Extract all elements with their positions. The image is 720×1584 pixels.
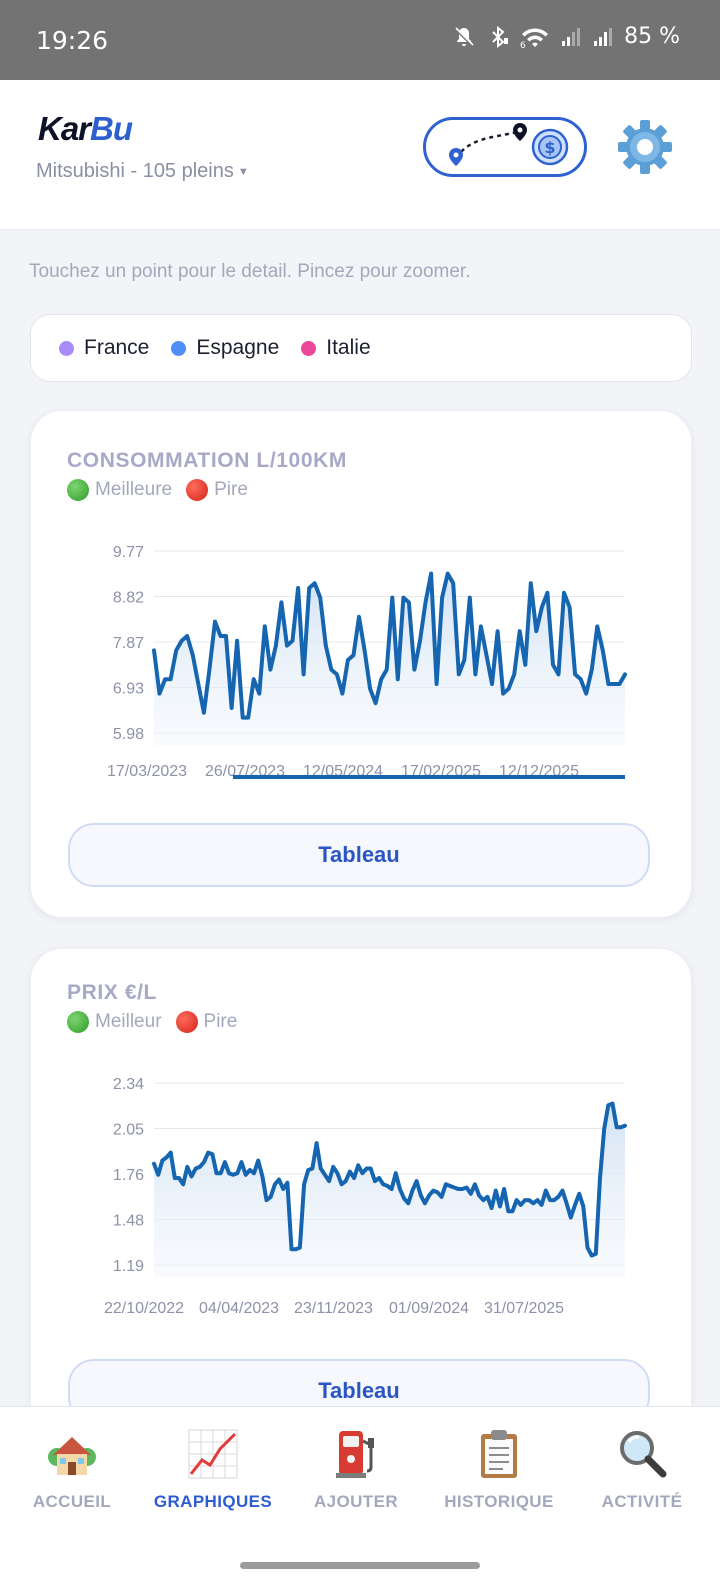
series-line bbox=[152, 1101, 627, 1258]
worst-indicator: Pire bbox=[175, 1011, 238, 1033]
y-tick-label: 1.48 bbox=[113, 1213, 144, 1230]
app-logo: KarBu bbox=[38, 110, 133, 147]
svg-text:$: $ bbox=[544, 138, 555, 157]
caret-down-icon: ▼ bbox=[237, 165, 249, 178]
gear-icon bbox=[618, 120, 672, 174]
y-tick-label: 2.05 bbox=[113, 1122, 144, 1139]
app-header: KarBu Mitsubishi - 105 pleins ▼ $ bbox=[0, 80, 720, 230]
vehicle-selector[interactable]: Mitsubishi - 105 pleins ▼ bbox=[36, 160, 249, 183]
y-tick-label: 9.77 bbox=[113, 544, 144, 561]
svg-text:6: 6 bbox=[520, 41, 526, 49]
y-tick-label: 6.93 bbox=[113, 681, 144, 698]
chart-increasing-icon bbox=[188, 1429, 238, 1479]
nav-label: HISTORIQUE bbox=[444, 1492, 554, 1511]
status-bar: 19:26 6 85 % bbox=[0, 0, 720, 80]
x-tick-label: 23/11/2023 bbox=[294, 1300, 373, 1317]
legend-label: Espagne bbox=[196, 336, 280, 359]
settings-button[interactable] bbox=[616, 118, 674, 176]
nav-label: GRAPHIQUES bbox=[153, 1492, 273, 1511]
y-tick-label: 1.76 bbox=[113, 1167, 144, 1184]
red-circle-icon bbox=[186, 479, 209, 501]
price-chart[interactable]: 2.34 2.05 1.76 1.48 1.19 22/10/2022 04/04/2023… bbox=[31, 1063, 693, 1323]
nav-label: ACTIVITÉ bbox=[601, 1492, 683, 1511]
nav-item-activite[interactable]: ACTIVITÉ bbox=[570, 1427, 714, 1512]
legend-item-france: France bbox=[59, 336, 149, 360]
consumption-table-button[interactable]: Tableau bbox=[68, 823, 650, 887]
dollar-coin-icon: $ bbox=[531, 128, 569, 166]
y-tick-label: 7.87 bbox=[113, 635, 144, 652]
route-pins-icon bbox=[449, 123, 527, 166]
consumption-title: CONSOMMATION L/100KM bbox=[67, 449, 347, 472]
nav-label: ACCUEIL bbox=[32, 1492, 112, 1511]
nav-item-graphiques[interactable]: GRAPHIQUES bbox=[141, 1427, 285, 1512]
y-tick-label: 1.19 bbox=[113, 1258, 144, 1275]
y-tick-label: 8.82 bbox=[113, 590, 144, 607]
price-title: PRIX €/L bbox=[67, 981, 157, 1004]
home-indicator[interactable] bbox=[240, 1562, 480, 1569]
wifi-icon: 6 bbox=[520, 27, 549, 49]
house-icon bbox=[48, 1437, 96, 1475]
legend-item-italie: Italie bbox=[301, 336, 371, 360]
best-label: Meilleure bbox=[95, 479, 173, 500]
green-circle-icon bbox=[67, 479, 89, 501]
route-cost-button[interactable]: $ bbox=[423, 117, 587, 177]
y-tick-label: 5.98 bbox=[113, 726, 144, 743]
green-circle-icon bbox=[67, 1011, 89, 1033]
x-tick-label: 17/03/2023 bbox=[107, 763, 187, 780]
worst-label: Pire bbox=[214, 479, 248, 500]
battery-percent: 85 % bbox=[624, 24, 680, 49]
best-label: Meilleur bbox=[95, 1011, 162, 1032]
worst-label: Pire bbox=[203, 1011, 238, 1032]
worst-indicator: Pire bbox=[186, 479, 248, 501]
status-icons: 6 85 % bbox=[452, 24, 680, 49]
price-extremes: Meilleur Pire bbox=[67, 1011, 237, 1033]
area-fill bbox=[154, 1103, 625, 1277]
nav-item-historique[interactable]: HISTORIQUE bbox=[427, 1427, 571, 1512]
vehicle-label: Mitsubishi - 105 pleins bbox=[36, 160, 234, 182]
bottom-nav: ACCUEIL GRAPHIQUES AJOUTER bbox=[0, 1406, 720, 1584]
legend-dot bbox=[301, 340, 317, 356]
notifications-off-icon bbox=[454, 26, 475, 47]
bluetooth-icon bbox=[492, 25, 509, 48]
x-tick-label: 22/10/2022 bbox=[104, 1300, 184, 1317]
magnifier-icon bbox=[620, 1431, 667, 1478]
best-indicator: Meilleur bbox=[67, 1011, 162, 1033]
x-tick-label: 31/07/2025 bbox=[484, 1300, 564, 1317]
legend-dot bbox=[59, 340, 74, 356]
consumption-extremes: Meilleure Pire bbox=[67, 479, 248, 501]
red-circle-icon bbox=[175, 1011, 198, 1033]
x-tick-label: 01/09/2024 bbox=[389, 1300, 469, 1317]
legend-dot bbox=[171, 340, 187, 356]
price-card: PRIX €/L Meilleur Pire 2.34 2.05 1.76 1.48 1… bbox=[30, 948, 692, 1448]
x-tick-label: 04/04/2023 bbox=[199, 1300, 279, 1317]
clipboard-icon bbox=[481, 1430, 517, 1478]
nav-label: AJOUTER bbox=[313, 1492, 399, 1511]
chart-hint-text: Touchez un point pour le detail. Pincez … bbox=[29, 261, 471, 282]
consumption-card: CONSOMMATION L/100KM Meilleure Pire 9.77… bbox=[30, 410, 692, 918]
signal-icon-2 bbox=[594, 27, 613, 46]
best-indicator: Meilleure bbox=[67, 479, 172, 501]
status-time: 19:26 bbox=[36, 26, 109, 55]
country-legend: France Espagne Italie bbox=[30, 314, 692, 382]
legend-label: France bbox=[84, 336, 150, 359]
nav-item-accueil[interactable]: ACCUEIL bbox=[0, 1427, 144, 1512]
legend-item-espagne: Espagne bbox=[171, 336, 279, 360]
fuel-pump-icon bbox=[336, 1431, 374, 1478]
legend-label: Italie bbox=[326, 336, 371, 359]
y-tick-label: 2.34 bbox=[113, 1076, 144, 1093]
nav-item-ajouter[interactable]: AJOUTER bbox=[284, 1427, 428, 1512]
series-line bbox=[152, 571, 627, 720]
signal-icon-1 bbox=[562, 27, 581, 46]
